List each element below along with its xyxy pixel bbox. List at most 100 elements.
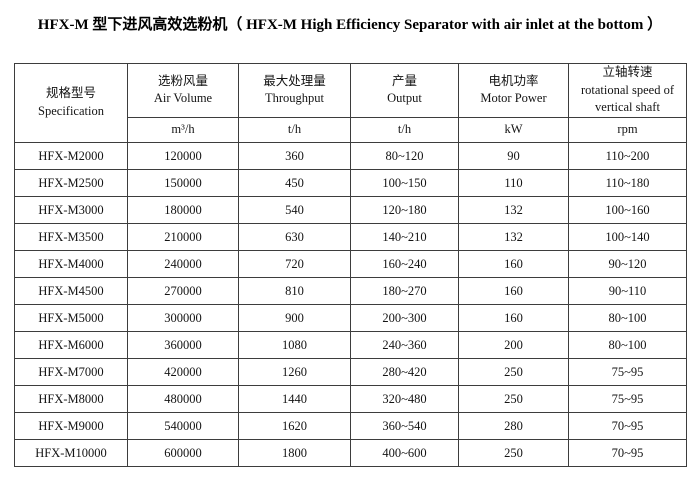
table-cell: 132 <box>458 222 569 251</box>
table-cell: 150000 <box>127 168 239 197</box>
table-cell: 100~140 <box>568 222 687 251</box>
header-en: Air Volume <box>153 91 213 106</box>
table-row: HFX-M8000 480000 1440 320~480 250 75~95 <box>14 384 687 413</box>
table-cell: 160 <box>458 303 569 332</box>
table-cell: 160 <box>458 276 569 305</box>
table-row: HFX-M10000 600000 1800 400~600 250 70~95 <box>14 438 687 467</box>
table-cell: 132 <box>458 195 569 224</box>
table-cell: 400~600 <box>350 438 459 467</box>
table-row: HFX-M6000 360000 1080 240~360 200 80~100 <box>14 330 687 359</box>
table-cell: 110~200 <box>568 141 687 170</box>
table-cell: 180~270 <box>350 276 459 305</box>
model-cell: HFX-M4000 <box>14 249 128 278</box>
model-cell: HFX-M5000 <box>14 303 128 332</box>
specification-table: 规格型号 Specification 选粉风量 Air Volume 最大处理量… <box>14 63 687 467</box>
header-cn: 产量 <box>391 73 417 88</box>
table-row: HFX-M2500 150000 450 100~150 110 110~180 <box>14 168 687 197</box>
col-header-rotational-speed: 立轴转速 rotational speed of vertical shaft <box>568 63 687 118</box>
model-cell: HFX-M6000 <box>14 330 128 359</box>
table-cell: 100~150 <box>350 168 459 197</box>
table-cell: 250 <box>458 384 569 413</box>
table-row: HFX-M9000 540000 1620 360~540 280 70~95 <box>14 411 687 440</box>
table-cell: 80~120 <box>350 141 459 170</box>
table-cell: 160~240 <box>350 249 459 278</box>
header-cn: 立轴转速 <box>602 65 653 79</box>
table-cell: 140~210 <box>350 222 459 251</box>
header-row-names: 规格型号 Specification 选粉风量 Air Volume 最大处理量… <box>14 63 687 143</box>
header-en: Specification <box>38 103 104 118</box>
model-cell: HFX-M10000 <box>14 438 128 467</box>
table-cell: 75~95 <box>568 384 687 413</box>
table-cell: 280~420 <box>350 357 459 386</box>
table-cell: 110~180 <box>568 168 687 197</box>
col-header-specification: 规格型号 Specification <box>14 63 128 143</box>
header-row-units: m³/h t/h t/h kW rpm <box>15 116 687 143</box>
table-cell: 200 <box>458 330 569 359</box>
model-cell: HFX-M3000 <box>14 195 128 224</box>
table-cell: 630 <box>238 222 351 251</box>
table-cell: 120~180 <box>350 195 459 224</box>
table-cell: 450 <box>238 168 351 197</box>
table-cell: 80~100 <box>568 303 687 332</box>
table-row: HFX-M4000 240000 720 160~240 160 90~120 <box>14 249 687 278</box>
table-cell: 90~120 <box>568 249 687 278</box>
header-cn: 选粉风量 <box>157 73 208 88</box>
document-page: HFX-M 型下进风高效选粉机（ HFX-M High Efficiency S… <box>14 17 687 467</box>
table-cell: 180000 <box>127 195 239 224</box>
header-en: Throughput <box>264 91 325 106</box>
header-cn: 最大处理量 <box>263 73 326 88</box>
header-en: Motor Power <box>480 91 547 106</box>
header-en: Output <box>387 91 422 106</box>
table-cell: 360000 <box>127 330 239 359</box>
header-cn: 电机功率 <box>488 73 539 88</box>
table-row: HFX-M4500 270000 810 180~270 160 90~110 <box>14 276 687 305</box>
table-cell: 480000 <box>127 384 239 413</box>
table-cell: 360 <box>238 141 351 170</box>
model-cell: HFX-M9000 <box>14 411 128 440</box>
table-cell: 240~360 <box>350 330 459 359</box>
table-cell: 810 <box>238 276 351 305</box>
table-cell: 90 <box>458 141 569 170</box>
table-cell: 320~480 <box>350 384 459 413</box>
table-row: HFX-M3500 210000 630 140~210 132 100~140 <box>14 222 687 251</box>
model-cell: HFX-M3500 <box>14 222 128 251</box>
table-cell: 250 <box>458 438 569 467</box>
table-cell: 210000 <box>127 222 239 251</box>
model-cell: HFX-M4500 <box>14 276 128 305</box>
table-cell: 1440 <box>238 384 351 413</box>
page-title: HFX-M 型下进风高效选粉机（ HFX-M High Efficiency S… <box>37 17 663 33</box>
table-cell: 200~300 <box>350 303 459 332</box>
table-cell: 900 <box>238 303 351 332</box>
table-cell: 75~95 <box>568 357 687 386</box>
header-en: rotational speed of vertical shaft <box>580 82 675 115</box>
table-cell: 720 <box>238 249 351 278</box>
table-row: HFX-M5000 300000 900 200~300 160 80~100 <box>14 303 687 332</box>
table-row: HFX-M2000 120000 360 80~120 90 110~200 <box>14 141 687 170</box>
model-cell: HFX-M8000 <box>14 384 128 413</box>
unit-rotational-speed: rpm <box>568 116 687 143</box>
model-cell: HFX-M2500 <box>14 168 128 197</box>
table-cell: 270000 <box>127 276 239 305</box>
table-row: HFX-M7000 420000 1260 280~420 250 75~95 <box>14 357 687 386</box>
col-header-output: 产量 Output <box>350 63 459 118</box>
col-header-motor-power: 电机功率 Motor Power <box>458 63 569 118</box>
table-cell: 70~95 <box>568 438 687 467</box>
table-cell: 540 <box>238 195 351 224</box>
table-cell: 1620 <box>238 411 351 440</box>
table-cell: 420000 <box>127 357 239 386</box>
model-cell: HFX-M7000 <box>14 357 128 386</box>
unit-motor-power: kW <box>458 116 569 143</box>
table-cell: 240000 <box>127 249 239 278</box>
table-row: HFX-M3000 180000 540 120~180 132 100~160 <box>14 195 687 224</box>
model-cell: HFX-M2000 <box>14 141 128 170</box>
table-cell: 1800 <box>238 438 351 467</box>
table-cell: 120000 <box>127 141 239 170</box>
table-cell: 540000 <box>127 411 239 440</box>
table-cell: 100~160 <box>568 195 687 224</box>
table-cell: 600000 <box>127 438 239 467</box>
table-cell: 300000 <box>127 303 239 332</box>
table-cell: 1260 <box>238 357 351 386</box>
table-cell: 360~540 <box>350 411 459 440</box>
table-cell: 110 <box>458 168 569 197</box>
table-cell: 70~95 <box>568 411 687 440</box>
